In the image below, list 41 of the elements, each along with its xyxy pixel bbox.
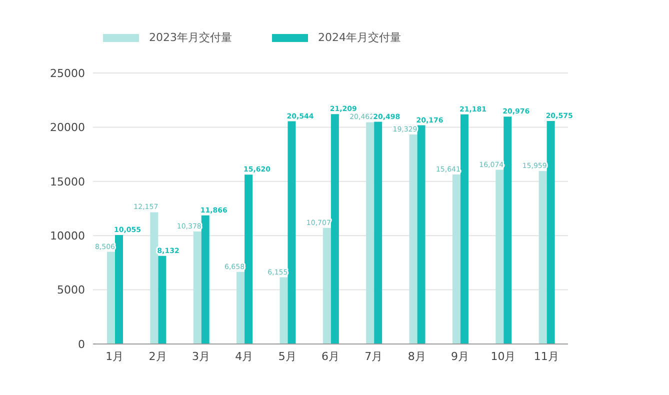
x-tick-label: 9月 [451,350,470,363]
bar [236,272,245,344]
bar [150,212,158,344]
y-tick-label: 15000 [50,175,85,188]
bar [374,122,382,344]
x-tick-label: 4月 [235,350,254,363]
x-tick-label: 8月 [408,350,426,363]
x-tick-label: 6月 [322,350,340,363]
bar [244,174,253,344]
bar [460,114,468,344]
bar [330,114,339,344]
bar [158,256,166,344]
x-tick-label: 5月 [278,350,296,363]
bar [409,134,418,344]
y-tick-label: 5000 [57,284,85,297]
bar [538,171,547,344]
x-tick-label: 1月 [106,350,124,363]
y-tick-label: 10000 [50,230,85,243]
bar [322,228,331,344]
bar [115,235,123,344]
y-tick-label: 20000 [50,121,85,134]
y-tick-label: 0 [78,338,85,351]
x-tick-label: 10月 [490,350,516,363]
bar [504,116,512,344]
bar [496,170,504,344]
bar [417,125,426,344]
x-tick-label: 3月 [192,350,210,363]
x-tick-label: 7月 [364,350,383,363]
bar [546,120,555,344]
bar [288,121,296,344]
bar [452,174,460,344]
legend-label: 2023年月交付量 [149,30,232,45]
x-tick-label: 11月 [534,350,559,363]
bar [107,252,115,344]
bar [366,122,374,344]
y-tick-label: 25000 [50,66,85,80]
bar [193,232,202,344]
legend-label: 2024年月交付量 [318,30,401,45]
bar [280,277,288,344]
x-tick-label: 2月 [148,350,167,363]
bar [201,215,210,344]
